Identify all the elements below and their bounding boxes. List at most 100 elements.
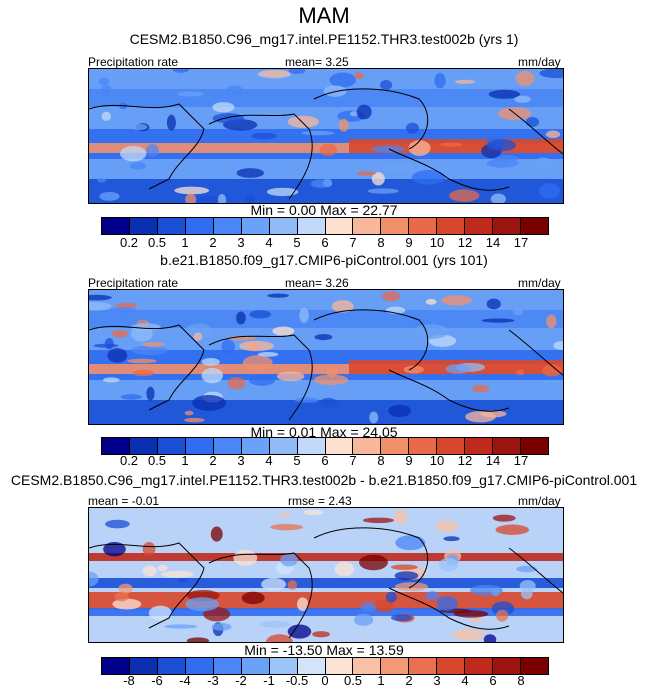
colorbar-swatch	[129, 218, 158, 234]
colorbar-swatch	[102, 438, 130, 454]
negative-band	[89, 608, 563, 616]
field-blob	[130, 323, 161, 332]
colorbar-tick-label: 4	[265, 453, 273, 468]
field-blob	[99, 191, 120, 201]
colorbar-swatch	[297, 218, 326, 234]
field-blob	[227, 377, 246, 390]
colorbar-swatch	[465, 218, 494, 234]
colorbar-swatch	[493, 658, 522, 674]
colorbar-tick-label: -4	[179, 673, 191, 688]
coastline	[508, 329, 563, 376]
field-blob	[197, 195, 222, 203]
field-blob	[184, 417, 205, 423]
field-blob	[201, 367, 223, 384]
field-blob	[425, 591, 440, 601]
field-blob	[371, 172, 385, 186]
field-blob	[203, 607, 231, 622]
field-blob	[89, 302, 112, 311]
panel-1-map	[88, 68, 564, 204]
field-blob	[242, 355, 273, 371]
panel-3-mean-label: mean = -0.01	[88, 494, 160, 508]
colorbar-tick-label: 2	[405, 673, 413, 688]
field-blob	[120, 394, 143, 400]
panel-1-units-label: mm/day	[518, 55, 561, 69]
colorbar-swatch	[353, 438, 382, 454]
colorbar-swatch	[493, 438, 522, 454]
field-blob	[258, 70, 291, 78]
field-blob	[217, 193, 227, 203]
field-blob	[371, 145, 405, 153]
panel-2-units-label: mm/day	[518, 276, 561, 290]
field-blob	[313, 374, 349, 386]
coastline	[313, 88, 429, 150]
field-blob	[359, 554, 388, 571]
field-blob	[356, 104, 372, 120]
storm-track	[89, 89, 563, 107]
field-blob	[362, 517, 394, 524]
colorbar-tick-label: 6	[321, 453, 329, 468]
field-blob	[278, 513, 292, 518]
colorbar-swatch	[241, 658, 270, 674]
colorbar-swatch	[437, 438, 466, 454]
coastline	[208, 552, 313, 639]
colorbar-swatch	[409, 658, 438, 674]
field-blob	[251, 132, 277, 140]
field-blob	[394, 509, 408, 525]
field-blob	[314, 334, 333, 341]
colorbar-tick-label: 3	[237, 235, 245, 250]
field-blob	[440, 142, 463, 147]
field-blob	[495, 609, 509, 622]
field-blob	[382, 291, 400, 302]
field-blob	[89, 571, 99, 587]
field-blob	[288, 69, 306, 74]
field-blob	[89, 294, 112, 301]
field-blob	[225, 85, 244, 97]
field-blob	[142, 565, 157, 577]
field-blob	[174, 186, 210, 195]
field-blob	[267, 293, 289, 298]
field-blob	[388, 404, 411, 418]
field-blob	[245, 194, 256, 203]
field-blob	[176, 91, 205, 97]
field-blob	[111, 330, 129, 338]
colorbar-swatch	[185, 438, 214, 454]
field-blob	[390, 564, 418, 570]
field-blob	[97, 178, 107, 183]
colorbar-swatch	[521, 438, 548, 454]
field-blob	[542, 364, 562, 377]
field-blob	[334, 561, 355, 577]
field-blob	[443, 536, 460, 542]
colorbar-swatch	[213, 218, 242, 234]
field-blob	[257, 352, 279, 357]
field-blob	[486, 298, 501, 310]
field-blob	[434, 72, 446, 89]
field-blob	[516, 565, 537, 573]
field-blob	[303, 509, 324, 515]
field-blob	[452, 628, 485, 641]
coastline	[508, 108, 563, 155]
field-blob	[126, 358, 157, 364]
field-blob	[329, 72, 357, 88]
colorbar-tick-label: 0.5	[147, 453, 167, 468]
field-blob	[114, 591, 129, 602]
panel-3-units-label: mm/day	[518, 494, 561, 508]
field-blob	[211, 622, 232, 631]
coastline	[89, 542, 205, 629]
colorbar-tick-label: 1	[181, 453, 189, 468]
field-blob	[465, 411, 496, 423]
field-blob	[107, 348, 128, 363]
field-blob	[436, 596, 458, 611]
field-blob	[412, 324, 449, 340]
field-blob	[515, 71, 535, 86]
colorbar-tick-label: -8	[123, 673, 135, 688]
panel-1-colorbar	[101, 217, 549, 235]
field-blob	[453, 610, 489, 618]
field-blob	[515, 369, 525, 376]
field-blob	[212, 113, 245, 124]
field-blob	[356, 171, 376, 176]
field-blob	[353, 613, 374, 626]
field-blob	[261, 577, 287, 591]
field-blob	[112, 598, 142, 610]
coastline	[313, 527, 429, 589]
panel-3-title: CESM2.B1850.C96_mg17.intel.PE1152.THR3.t…	[10, 472, 638, 488]
